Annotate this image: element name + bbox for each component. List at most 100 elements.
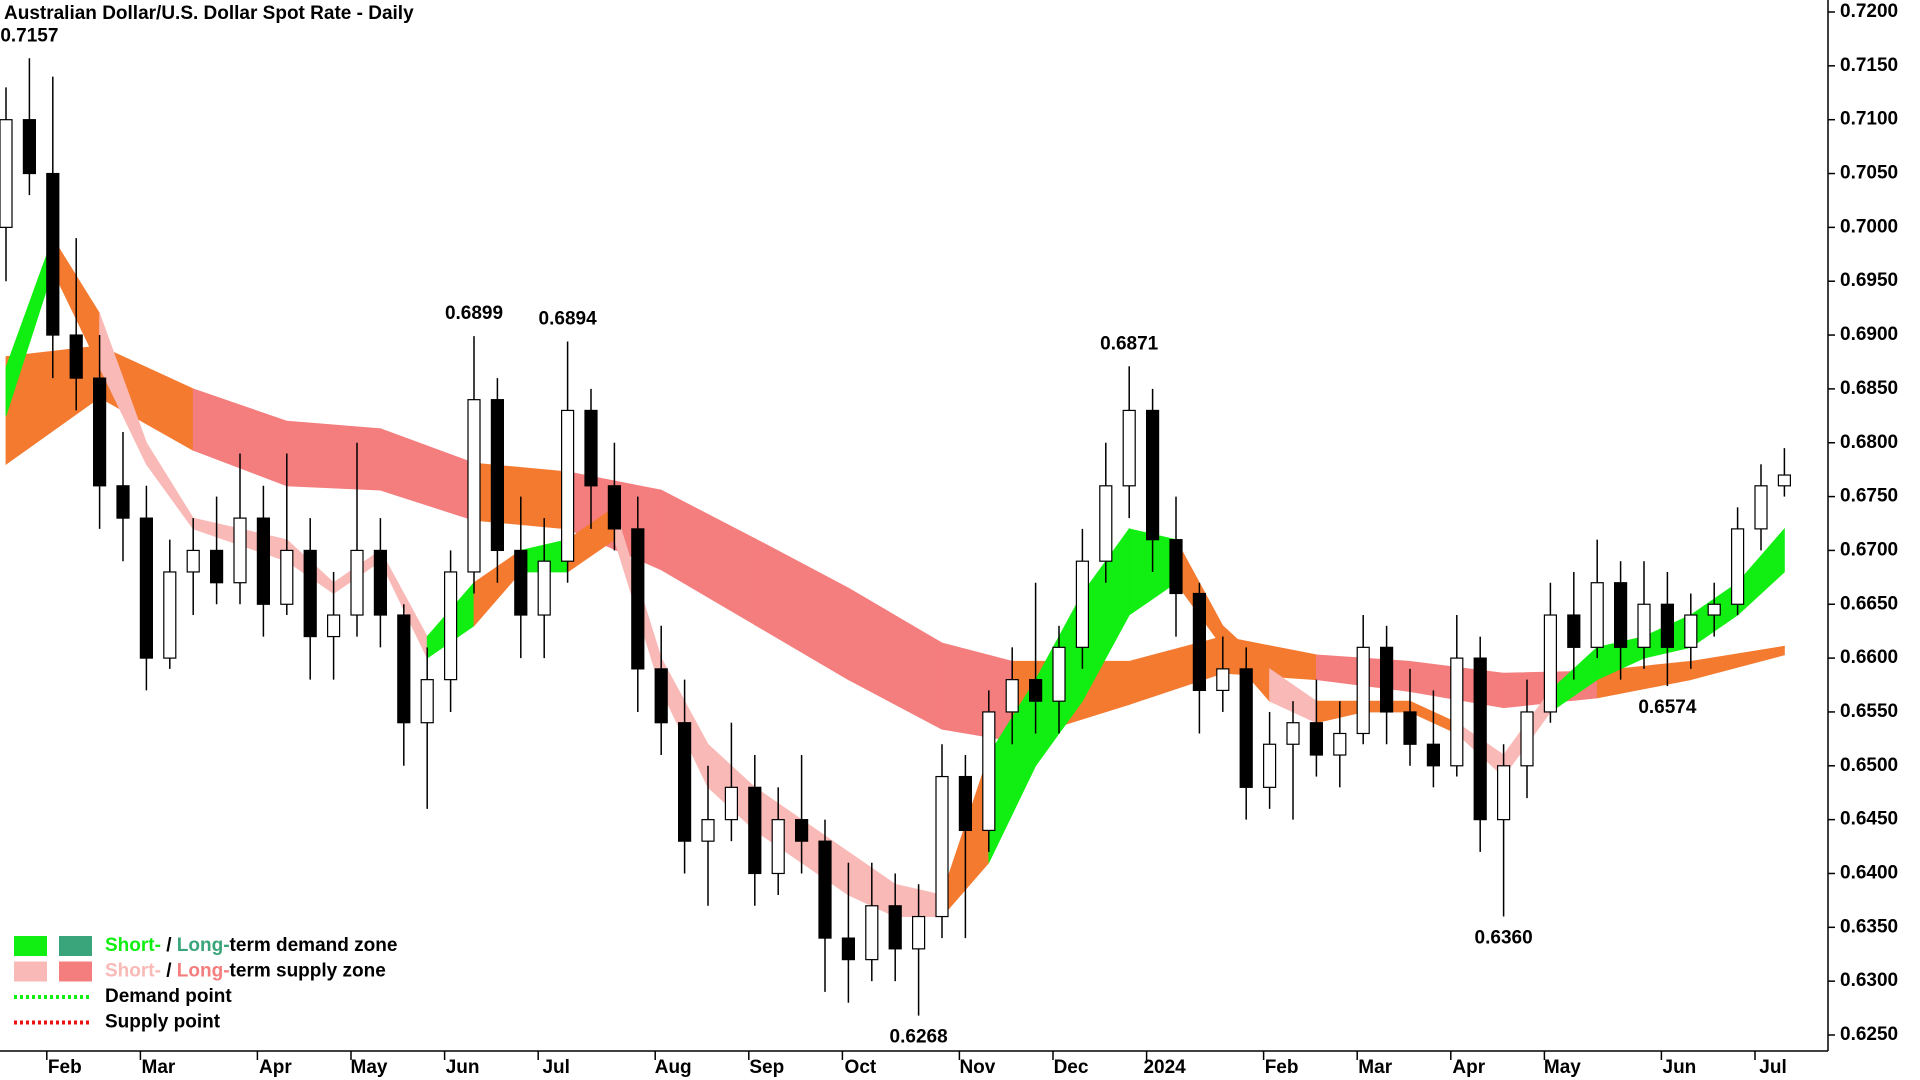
candle-body xyxy=(1660,603,1675,648)
x-tick-label: Apr xyxy=(259,1057,292,1078)
y-tick-label: 0.6250 xyxy=(1840,1024,1898,1045)
zone-band xyxy=(660,489,756,626)
candle-body xyxy=(1707,603,1721,616)
candle-body xyxy=(1426,743,1441,767)
y-tick-label: 0.6350 xyxy=(1840,916,1898,937)
candle-body xyxy=(701,819,715,842)
candle-body xyxy=(514,549,528,616)
candle-body xyxy=(233,517,247,584)
price-annotation: 0.7157 xyxy=(0,25,58,46)
candle-body xyxy=(69,334,83,379)
candle-body xyxy=(1590,582,1604,648)
legend-swatch xyxy=(59,961,92,982)
candle-body xyxy=(163,571,177,659)
x-tick-label: Apr xyxy=(1452,1057,1485,1078)
candle-body xyxy=(327,614,341,638)
y-tick-label: 0.6450 xyxy=(1840,809,1898,830)
candle-body xyxy=(631,528,645,670)
candle-body xyxy=(92,377,107,487)
chart-title: Australian Dollar/U.S. Dollar Spot Rate … xyxy=(4,3,414,24)
candle-body xyxy=(280,549,294,605)
candle-body xyxy=(1099,485,1113,562)
y-tick-label: 0.6650 xyxy=(1840,593,1898,614)
candle-body xyxy=(490,399,504,552)
legend-text: Short- xyxy=(105,961,161,982)
candle-body xyxy=(560,409,575,562)
candle-body xyxy=(982,711,996,832)
candle-body xyxy=(865,905,879,961)
candle-body xyxy=(1216,668,1230,692)
candle-body xyxy=(1309,722,1324,756)
x-tick-label: Mar xyxy=(142,1057,176,1078)
candle-body xyxy=(1169,539,1183,595)
legend-label: Demand point xyxy=(105,986,232,1007)
y-tick-label: 0.6950 xyxy=(1840,270,1898,291)
x-tick-label: Sep xyxy=(749,1057,784,1078)
candle-body xyxy=(537,560,551,616)
legend-text: term supply zone xyxy=(230,961,386,982)
candle-body xyxy=(1543,614,1558,713)
candle-body xyxy=(958,775,973,832)
candle-body xyxy=(607,485,622,530)
legend-text: / xyxy=(161,961,177,982)
y-tick-label: 0.6550 xyxy=(1840,701,1898,722)
candle-body xyxy=(911,915,926,950)
candle-body xyxy=(444,571,458,681)
candle-body xyxy=(1754,485,1768,530)
zone-band xyxy=(754,537,849,681)
y-tick-label: 0.7050 xyxy=(1840,163,1898,184)
candle-body xyxy=(771,819,785,875)
x-tick-label: Nov xyxy=(959,1057,995,1078)
candle-body xyxy=(1333,732,1347,756)
x-tick-label: Feb xyxy=(48,1057,82,1078)
x-tick-label: Jun xyxy=(446,1057,480,1078)
y-tick-label: 0.6300 xyxy=(1840,970,1898,991)
price-annotation: 0.6574 xyxy=(1638,697,1697,718)
price-annotation: 0.6871 xyxy=(1100,333,1159,354)
legend-text: Demand point xyxy=(105,986,232,1007)
y-tick-label: 0.6500 xyxy=(1840,755,1898,776)
candle-body xyxy=(1684,614,1698,648)
x-tick-label: Feb xyxy=(1265,1057,1299,1078)
candle-body xyxy=(1028,679,1043,702)
price-annotation: 0.6899 xyxy=(445,303,503,324)
candle-body xyxy=(677,722,692,842)
legend-text: term demand zone xyxy=(230,935,398,956)
candle-body xyxy=(1473,657,1487,821)
candle-body xyxy=(748,786,762,875)
y-tick-label: 0.6900 xyxy=(1840,324,1898,345)
y-tick-label: 0.7200 xyxy=(1840,1,1898,22)
candle-body xyxy=(794,819,809,842)
candle-body xyxy=(186,549,200,573)
legend-swatch xyxy=(14,936,47,956)
candle-body xyxy=(1286,722,1300,745)
candle-body xyxy=(139,517,153,659)
candle-body xyxy=(1567,614,1581,648)
candle-body xyxy=(1613,582,1628,648)
candle-body xyxy=(210,549,224,584)
candle-body xyxy=(1403,711,1417,745)
candle-body xyxy=(1145,409,1160,541)
candle-body xyxy=(841,937,856,961)
zone-band xyxy=(1690,645,1785,681)
candle-body xyxy=(1356,646,1370,735)
candle-body xyxy=(1730,528,1745,605)
candle-body xyxy=(1379,646,1394,713)
zone-band xyxy=(286,420,381,491)
candle-body xyxy=(22,119,36,175)
candle-body xyxy=(1496,765,1511,821)
x-tick-label: Jun xyxy=(1663,1057,1697,1078)
candle-body xyxy=(467,399,481,573)
y-tick-label: 0.6750 xyxy=(1840,486,1898,507)
zone-band xyxy=(379,428,475,521)
y-tick-label: 0.6400 xyxy=(1840,862,1898,883)
y-tick-label: 0.6850 xyxy=(1840,378,1898,399)
candle-body xyxy=(888,905,902,950)
legend-text: Short- xyxy=(105,935,161,956)
candle-body xyxy=(397,614,411,724)
candle-body xyxy=(373,549,387,616)
legend-label: Short- / Long-term demand zone xyxy=(105,935,397,956)
x-tick-label: Aug xyxy=(655,1057,692,1078)
zone-band xyxy=(145,441,194,531)
